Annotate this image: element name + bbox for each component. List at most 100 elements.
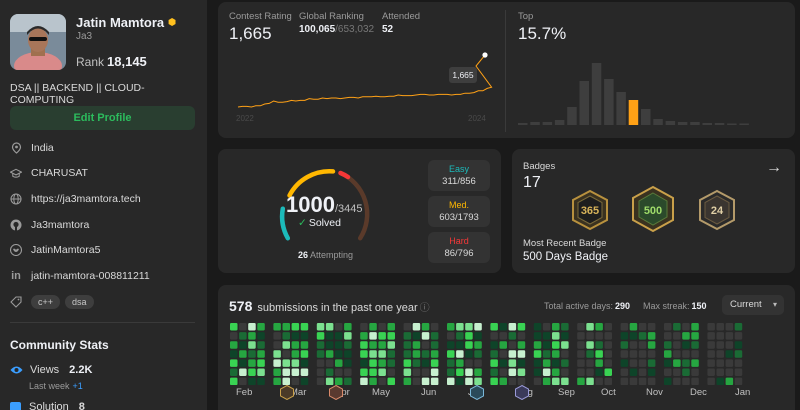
heatmap-cell[interactable] [335, 359, 343, 367]
heatmap-cell[interactable] [316, 377, 325, 385]
rating-distribution-histogram[interactable] [518, 57, 788, 125]
heatmap-cell[interactable] [421, 323, 430, 331]
heatmap-cell[interactable] [604, 377, 613, 385]
rating-line-chart[interactable]: 1,665 2022 2024 [218, 2, 505, 138]
heatmap-cell[interactable] [508, 323, 517, 331]
heatmap-cell[interactable] [248, 377, 256, 385]
twitter-row[interactable]: JatinMamtora5 [10, 242, 100, 258]
heatmap-cell[interactable] [499, 368, 508, 377]
heatmap-cell[interactable] [595, 323, 603, 331]
heatmap-cell[interactable] [230, 359, 238, 367]
heatmap-cell[interactable] [673, 350, 681, 358]
histogram-bar[interactable] [554, 120, 565, 125]
monthly-badge-icon[interactable] [470, 385, 484, 400]
heatmap-cell[interactable] [499, 341, 508, 349]
heatmap-cell[interactable] [325, 350, 334, 358]
heatmap-cell[interactable] [300, 323, 309, 331]
heatmap-cell[interactable] [552, 350, 560, 358]
heatmap-cell[interactable] [499, 377, 508, 385]
heatmap-cell[interactable] [421, 368, 430, 377]
heatmap-cell[interactable] [239, 323, 247, 331]
heatmap-cell[interactable] [257, 323, 265, 331]
heatmap-cell[interactable] [734, 368, 743, 377]
heatmap-cell[interactable] [335, 350, 343, 358]
heatmap-cell[interactable] [360, 350, 368, 358]
heatmap-cell[interactable] [734, 377, 743, 385]
skill-tag[interactable]: c++ [31, 295, 61, 309]
histogram-bar[interactable] [567, 107, 577, 125]
heatmap-cell[interactable] [561, 350, 569, 358]
heatmap-cell[interactable] [447, 350, 455, 358]
heatmap-cell[interactable] [638, 341, 647, 349]
heatmap-cell[interactable] [552, 332, 560, 340]
heatmap-cell[interactable] [604, 323, 613, 331]
heatmap-cell[interactable] [552, 377, 560, 385]
heatmap-cell[interactable] [257, 359, 265, 367]
heatmap-cell[interactable] [230, 332, 238, 340]
heatmap-cell[interactable] [273, 368, 281, 377]
heatmap-cell[interactable] [595, 332, 603, 340]
heatmap-cell[interactable] [577, 368, 585, 377]
heatmap-cell[interactable] [300, 350, 309, 358]
heatmap-cell[interactable] [248, 332, 256, 340]
heatmap-cell[interactable] [230, 341, 238, 349]
heatmap-cell[interactable] [620, 368, 629, 377]
heatmap-cell[interactable] [465, 359, 473, 367]
heatmap-cell[interactable] [421, 350, 430, 358]
heatmap-cell[interactable] [682, 341, 690, 349]
heatmap-cell[interactable] [412, 359, 421, 367]
heatmap-cell[interactable] [412, 368, 421, 377]
heatmap-cell[interactable] [291, 341, 300, 349]
heatmap-cell[interactable] [387, 350, 396, 358]
github-link[interactable]: Ja3mamtora [31, 219, 90, 231]
heatmap-cell[interactable] [561, 323, 569, 331]
heatmap-cell[interactable] [447, 359, 455, 367]
heatmap-cell[interactable] [707, 368, 715, 377]
heatmap-cell[interactable] [517, 359, 526, 367]
period-dropdown[interactable]: Current ▾ [722, 295, 784, 315]
heatmap-cell[interactable] [533, 341, 542, 349]
heatmap-cell[interactable] [360, 377, 368, 385]
heatmap-cell[interactable] [239, 377, 247, 385]
heatmap-cell[interactable] [595, 368, 603, 377]
heatmap-cell[interactable] [456, 359, 464, 367]
heatmap-cell[interactable] [403, 368, 412, 377]
heatmap-cell[interactable] [257, 368, 265, 377]
heatmap-cell[interactable] [734, 359, 743, 367]
heatmap-cell[interactable] [447, 368, 455, 377]
histogram-bar[interactable] [690, 122, 700, 125]
heatmap-cell[interactable] [561, 341, 569, 349]
easy-box[interactable]: Easy 311/856 [428, 160, 490, 191]
heatmap-cell[interactable] [282, 368, 291, 377]
heatmap-cell[interactable] [673, 377, 681, 385]
heatmap-cell[interactable] [577, 332, 585, 340]
heatmap-cell[interactable] [725, 323, 734, 331]
heatmap-cell[interactable] [403, 377, 412, 385]
heatmap-cell[interactable] [595, 359, 603, 367]
heatmap-cell[interactable] [552, 323, 560, 331]
heatmap-cell[interactable] [716, 377, 725, 385]
heatmap-cell[interactable] [403, 323, 412, 331]
heatmap-cell[interactable] [561, 359, 569, 367]
histogram-bar[interactable] [702, 123, 713, 125]
heatmap-cell[interactable] [490, 350, 498, 358]
heatmap-cell[interactable] [474, 377, 482, 385]
heatmap-cell[interactable] [517, 377, 526, 385]
heatmap-cell[interactable] [508, 368, 517, 377]
heatmap-cell[interactable] [465, 368, 473, 377]
heatmap-cell[interactable] [316, 368, 325, 377]
heatmap-cell[interactable] [595, 350, 603, 358]
linkedin-link[interactable]: jatin-mamtora-008811211 [31, 270, 150, 282]
heatmap-cell[interactable] [257, 350, 265, 358]
heatmap-cell[interactable] [517, 368, 526, 377]
heatmap-cell[interactable] [638, 350, 647, 358]
heatmap-cell[interactable] [474, 323, 482, 331]
heatmap-cell[interactable] [586, 323, 594, 331]
heatmap-cell[interactable] [647, 359, 656, 367]
heatmap-cell[interactable] [691, 359, 699, 367]
heatmap-cell[interactable] [456, 368, 464, 377]
heatmap-cell[interactable] [282, 359, 291, 367]
histogram-bar[interactable] [677, 122, 688, 125]
heatmap-cell[interactable] [465, 377, 473, 385]
heatmap-cell[interactable] [629, 368, 638, 377]
